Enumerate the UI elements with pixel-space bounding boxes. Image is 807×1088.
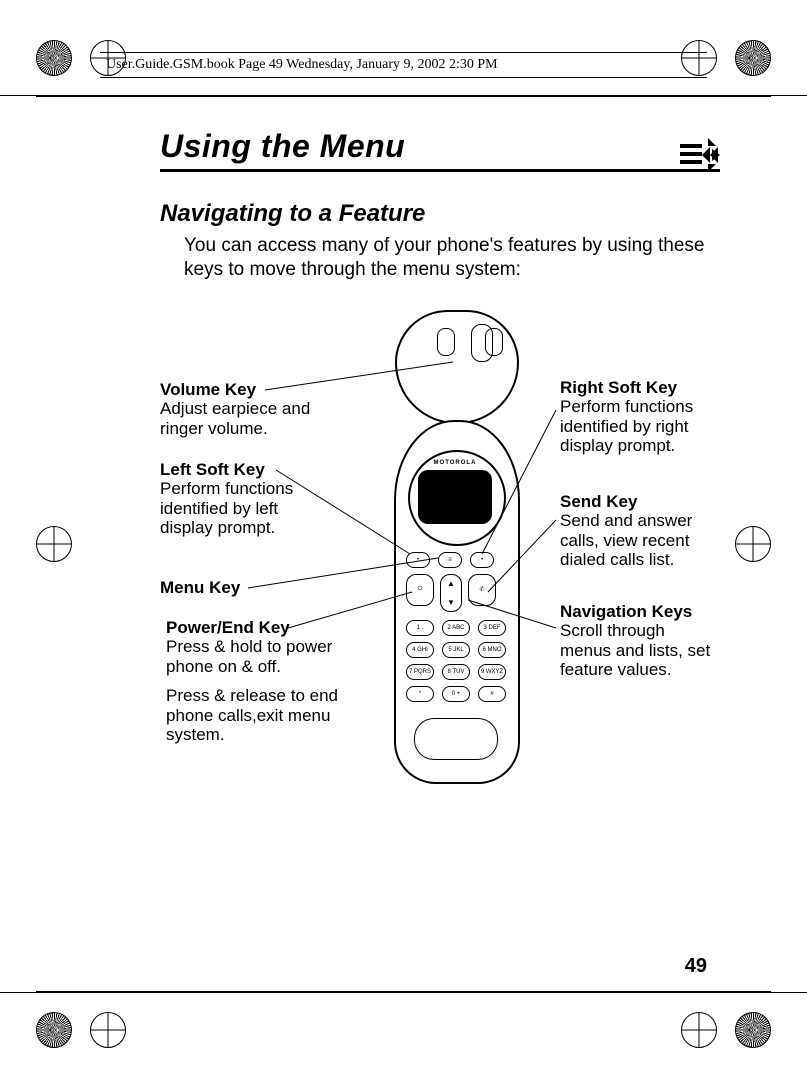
corner-registration-top-left (36, 40, 72, 76)
phone-brand-label: MOTOROLA (420, 460, 490, 466)
reg-mark-right-mid (735, 526, 771, 562)
reg-mark-left-mid (36, 526, 72, 562)
menu-glyph-icon (678, 134, 720, 176)
page-content: Using the Menu Navigating to a Feature Y… (160, 120, 720, 860)
page-rule-top (36, 95, 771, 97)
reg-mark-bottom-right (681, 1012, 717, 1048)
corner-registration-bottom-left (36, 1012, 72, 1048)
page-number: 49 (685, 955, 707, 978)
corner-registration-top-right (735, 40, 771, 76)
chapter-underline (160, 169, 720, 172)
section-title: Navigating to a Feature (160, 200, 720, 228)
intro-paragraph: You can access many of your phone's feat… (184, 234, 720, 282)
reg-mark-bottom-left (90, 1012, 126, 1048)
leader-lines (160, 300, 720, 860)
phone-figure: Volume Key Adjust earpiece and ringer vo… (160, 300, 720, 860)
print-header: User.Guide.GSM.book Page 49 Wednesday, J… (100, 52, 707, 78)
corner-registration-bottom-right (735, 1012, 771, 1048)
page-rule-bottom (36, 991, 771, 993)
chapter-title: Using the Menu (160, 128, 720, 165)
